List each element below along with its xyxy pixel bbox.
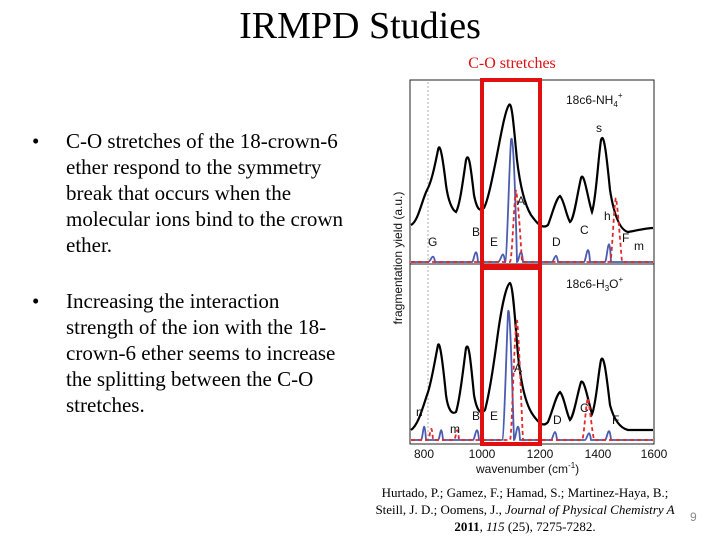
peak-label-C: C [580,401,589,415]
peak-label-m: m [450,422,460,436]
citation-authors: Hurtado, P.; Gamez, F.; Hamad, S.; Marti… [375,485,669,517]
x-tick-label: 1200 [527,447,554,461]
citation-pages: (25), 7275-7282. [504,519,596,534]
peak-label-h: h [604,209,611,223]
bottom-experiment-trace [410,281,653,432]
x-tick-label: 1000 [469,447,496,461]
x-tick-label: 800 [414,447,434,461]
peak-label-C: C [580,223,589,237]
bullet-item: • Increasing the interaction strength of … [26,288,346,418]
bullet-list: • C-O stretches of the 18-crown-6 ether r… [26,128,346,448]
citation-journal: Journal of Physical Chemistry A [505,502,675,517]
bullet-text: C-O stretches of the 18-crown-6 ether re… [66,129,344,257]
top-theory-dashed-trace [411,189,653,263]
highlight-label: C-O stretches [468,55,556,72]
top-peak-labels: s A h G B E D C F m [428,121,644,253]
peak-label-B: B [472,409,480,423]
peak-label-D: D [553,413,562,427]
highlight-box-bottom [480,266,542,446]
bullet-icon: • [32,129,40,153]
x-tick-label: 1400 [585,447,612,461]
top-experiment-trace [410,103,654,234]
x-tick-labels: 800 1000 1200 1400 1600 [414,447,668,461]
bullet-icon: • [32,289,40,313]
citation-volume: 115 [486,519,505,534]
page-number: 9 [690,510,697,524]
peak-label-E: E [490,409,498,423]
peak-label-F: F [622,231,629,245]
y-axis-label: fragmentation yield (a.u.) [391,192,405,325]
peak-label-A: A [517,194,525,208]
panel-label-top: 18c6-NH4+ [566,91,623,109]
bullet-text: Increasing the interaction strength of t… [66,289,336,417]
peak-label-s: s [596,121,602,135]
peak-label-n: n [416,405,423,419]
bottom-peak-labels: A n B E m D C F [416,361,619,436]
bullet-item: • C-O stretches of the 18-crown-6 ether r… [26,128,346,258]
peak-label-G: G [428,235,437,249]
peak-label-D: D [552,235,561,249]
peak-label-m: m [634,239,644,253]
peak-label-E: E [490,235,498,249]
peak-label-B: B [472,225,480,239]
slide-title: IRMPD Studies [239,5,481,47]
x-tick-label: 1600 [641,447,668,461]
citation-year: 2011 [454,519,480,534]
x-axis-label: wavenumber (cm-1) [475,461,579,476]
citation: Hurtado, P.; Gamez, F.; Hamad, S.; Marti… [375,485,675,534]
peak-label-F: F [612,413,619,427]
panel-label-bottom: 18c6-H3O+ [566,275,623,293]
peak-label-A: A [514,361,522,375]
